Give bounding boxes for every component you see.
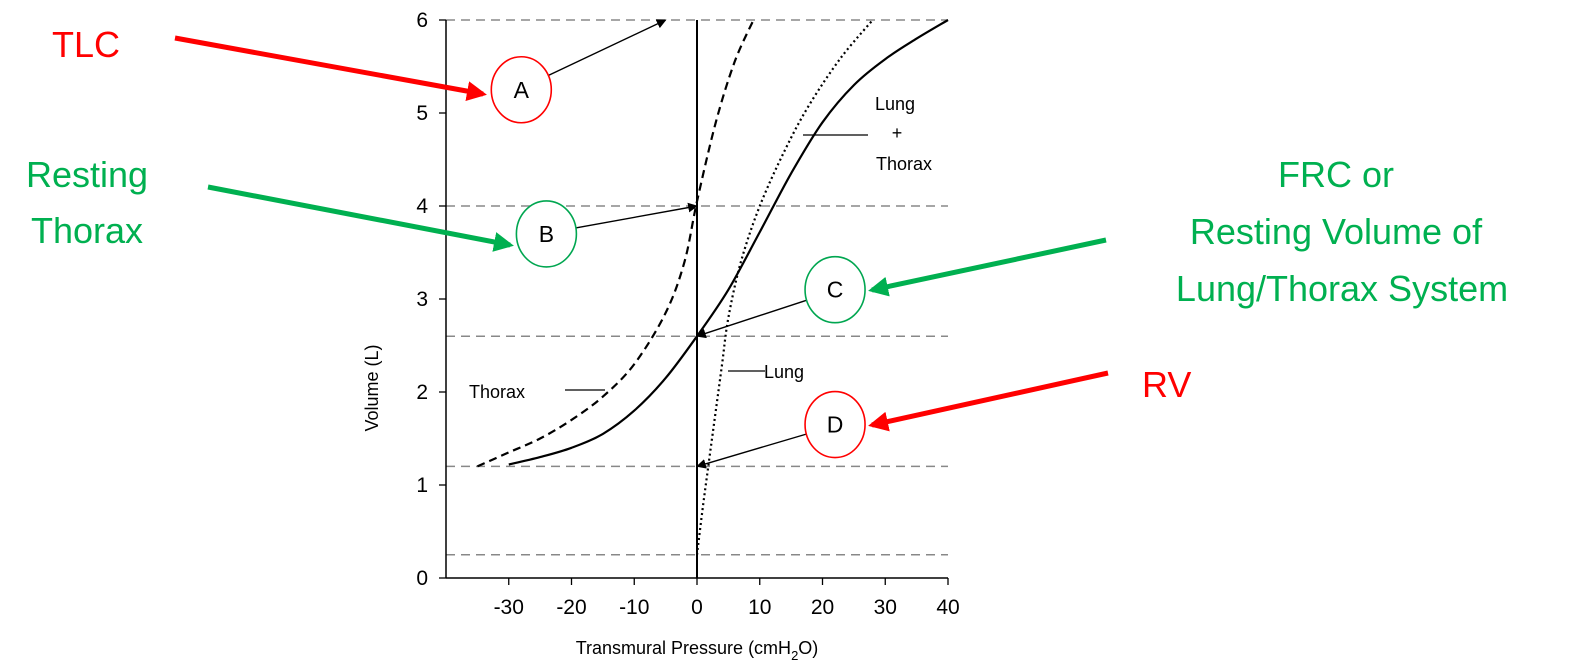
point-c-arrow: [696, 298, 810, 339]
point-d-ring: [804, 390, 866, 459]
point-a-arrow: [545, 19, 667, 78]
point-d-arrow: [696, 432, 810, 469]
point-a-label: A: [514, 77, 530, 103]
x-tick-label: 30: [874, 596, 897, 619]
resting-thorax-arrow: [207, 184, 514, 252]
lung-thorax-label-2: +: [892, 123, 903, 143]
callouts: TLC Resting Thorax FRC or Resting Volume o…: [26, 24, 1508, 405]
x-tick-label: -10: [619, 596, 649, 619]
point-b-ring: [515, 200, 578, 268]
point-b-arrow: [572, 202, 698, 230]
lung-thorax-label-3: Thorax: [876, 154, 932, 174]
callout-arrows: [174, 35, 1109, 432]
tlc-callout: TLC: [52, 24, 120, 65]
frc-arrow: [868, 237, 1107, 297]
x-tick-label: 0: [691, 596, 703, 619]
point-a-ring: [490, 55, 553, 124]
point-b-label: B: [539, 221, 554, 247]
y-tick-label: 3: [416, 288, 428, 311]
frc-callout: FRC or Resting Volume of Lung/Thorax Syste…: [1176, 154, 1508, 309]
x-tick-label: -30: [494, 596, 524, 619]
rv-arrow: [868, 370, 1109, 432]
y-axis-title: Volume (L): [362, 344, 382, 431]
thorax-label: Thorax: [469, 382, 525, 402]
y-tick-label: 0: [416, 567, 428, 590]
y-tick-label: 2: [416, 381, 428, 404]
rv-callout: RV: [1142, 364, 1191, 405]
y-tick-label: 6: [416, 9, 428, 32]
x-tick-label: 10: [748, 596, 771, 619]
lung-label: Lung: [764, 362, 804, 382]
resting-thorax-callout: Resting Thorax: [26, 154, 148, 251]
point-c-label: C: [827, 277, 844, 303]
y-tick-label: 4: [416, 195, 428, 218]
series-line-thorax: [476, 19, 755, 468]
series-line-lung-thorax: [508, 19, 949, 466]
y-tick-label: 1: [416, 474, 428, 497]
x-tick-label: -20: [556, 596, 586, 619]
ticks: -30 -20 -10 0 10 20 30 40 0 1 2 3 4 5 6: [416, 9, 959, 619]
x-tick-label: 40: [936, 596, 959, 619]
point-markers: A B C D: [490, 19, 866, 469]
tlc-arrow: [174, 35, 487, 101]
x-axis-title: Transmural Pressure (cmH2O): [576, 638, 819, 663]
x-tick-label: 20: [811, 596, 834, 619]
point-d-label: D: [827, 412, 844, 438]
y-tick-label: 5: [416, 102, 428, 125]
lung-thorax-label-1: Lung: [875, 94, 915, 114]
curve-labels: Lung + Thorax Thorax Lung: [469, 94, 932, 402]
series-layer: [476, 19, 949, 555]
point-c-ring: [804, 255, 866, 324]
